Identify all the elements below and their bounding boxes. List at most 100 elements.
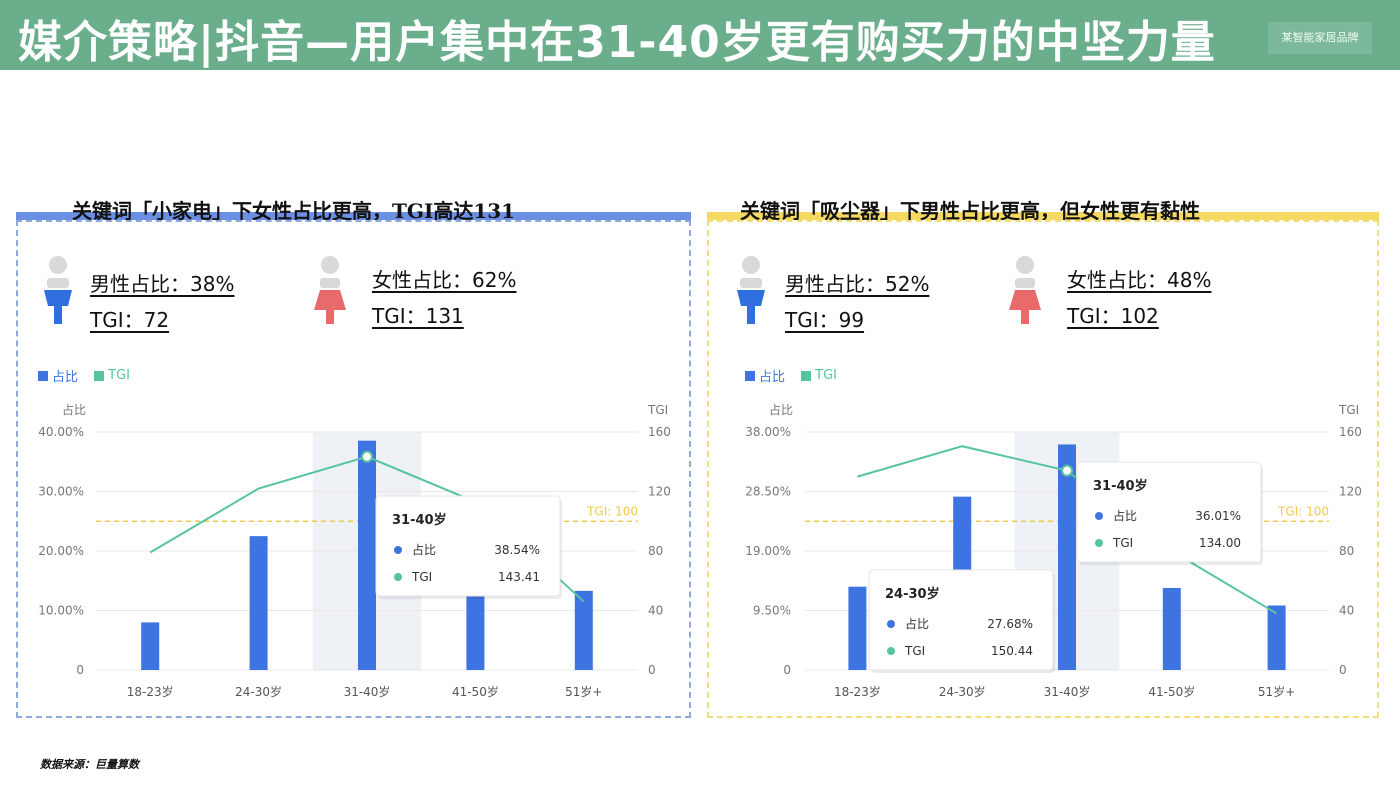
tooltip-dot: [394, 573, 402, 581]
reference-label: TGI: 100: [1277, 504, 1329, 518]
bar: [249, 536, 268, 670]
female-ratio: 女性占比：62%: [372, 268, 517, 292]
panel-right-title: 关键词「吸尘器」下男性占比更高，但女性更有黏性: [740, 199, 1200, 223]
y2-tick-label: 160: [1339, 425, 1362, 439]
tooltip-row-value: 143.41: [498, 570, 540, 584]
male-ratio: 男性占比：38%: [90, 272, 235, 296]
tooltip-row-label: 占比: [905, 616, 929, 631]
legend-share-label: 占比: [52, 370, 79, 385]
y2-tick-label: 40: [1339, 604, 1354, 618]
x-tick-label: 31-40岁: [1044, 684, 1091, 699]
x-tick-label: 18-23岁: [127, 684, 174, 699]
y2-tick-label: 0: [1339, 663, 1347, 677]
y-tick-label: 40.00%: [38, 425, 84, 439]
tgi-point: [361, 450, 373, 463]
tooltip-row-value: 38.54%: [494, 543, 540, 557]
legend-share-swatch: [38, 370, 48, 381]
chart-left: 0 10.00% 20.00% 30.00% 40.00% 0 40 80 120 160 占比 TG…: [38, 402, 671, 699]
y-tick-label: 9.50%: [753, 604, 791, 618]
y-tick-label: 38.00%: [745, 425, 791, 439]
x-tick-label: 41-50岁: [452, 684, 499, 699]
male-tgi: TGI：99: [785, 308, 865, 332]
tooltip-row-label: 占比: [1113, 508, 1137, 523]
panel-left-title: 关键词「小家电」下女性占比更高，TGI高达131: [72, 199, 516, 223]
tooltip-row-value: 36.01%: [1195, 509, 1241, 523]
panel-left: 男性占比：38% TGI：72 女性占比：62% TGI：131 占比 TGI …: [16, 220, 691, 718]
y2-tick-label: 80: [1339, 544, 1354, 558]
bar: [141, 622, 160, 670]
brand-label: 某智能家居品牌: [1268, 22, 1372, 54]
y2-tick-label: 80: [648, 544, 663, 558]
bar: [848, 586, 867, 670]
y2-axis-label: TGI: [647, 403, 668, 417]
data-source: 数据来源：巨量算数: [40, 758, 139, 771]
y-tick-label: 0: [76, 663, 84, 677]
y2-tick-label: 0: [648, 663, 656, 677]
y-tick-label: 10.00%: [38, 604, 84, 618]
female-tgi: TGI：131: [372, 304, 464, 328]
bar: [1058, 444, 1076, 670]
legend-tgi-label: TGI: [815, 368, 838, 383]
x-tick-label: 31-40岁: [344, 684, 391, 699]
x-tick-label: 24-30岁: [235, 684, 282, 699]
legend-share-swatch: [745, 370, 755, 381]
tgi-point: [1061, 464, 1073, 477]
y-tick-label: 19.00%: [745, 544, 791, 558]
bar: [1162, 587, 1181, 670]
female-tgi: TGI：102: [1067, 304, 1159, 328]
reference-label: TGI: 100: [586, 504, 638, 518]
tooltip-dot: [1095, 539, 1103, 547]
bar: [1267, 605, 1286, 670]
header-banner: 媒介策略|抖音—用户集中在31-40岁更有购买力的中坚力量 某智能家居品牌: [0, 0, 1400, 70]
tooltip-dot: [887, 647, 895, 655]
tooltip-title: 31-40岁: [1093, 478, 1148, 494]
chart-right: 0 9.50% 19.00% 28.50% 38.00% 0 40 80 120 160 占比 TGI…: [745, 402, 1362, 699]
tooltip-row-label: 占比: [412, 542, 436, 557]
y2-tick-label: 120: [648, 485, 671, 499]
y2-tick-label: 120: [1339, 485, 1362, 499]
female-person-icon: [314, 256, 346, 324]
female-ratio: 女性占比：48%: [1067, 268, 1212, 292]
legend-tgi-label: TGI: [108, 368, 131, 383]
legend-tgi-swatch: [94, 370, 105, 381]
y-tick-label: 0: [783, 663, 791, 677]
tooltip-row-label: TGI: [1112, 536, 1133, 550]
y-tick-label: 28.50%: [745, 485, 791, 499]
y-axis-label: 占比: [769, 402, 793, 417]
male-ratio: 男性占比：52%: [785, 272, 930, 296]
y2-tick-label: 160: [648, 425, 671, 439]
tooltip-title: 31-40岁: [392, 512, 447, 528]
male-person-icon: [737, 256, 765, 324]
chart-legend: 占比 TGI: [38, 366, 142, 385]
x-tick-label: 24-30岁: [939, 684, 986, 699]
male-tgi: TGI：72: [90, 308, 170, 332]
tooltip-row-value: 27.68%: [987, 617, 1033, 631]
x-tick-label: 51岁+: [565, 684, 602, 699]
y-axis-label: 占比: [62, 402, 86, 417]
female-person-icon: [1009, 256, 1041, 324]
x-tick-label: 41-50岁: [1148, 684, 1195, 699]
y-tick-label: 30.00%: [38, 485, 84, 499]
tooltip-row-label: TGI: [411, 570, 432, 584]
legend-share-label: 占比: [759, 370, 786, 385]
tooltip-title: 24-30岁: [885, 586, 940, 602]
legend-tgi-swatch: [801, 370, 812, 381]
x-tick-label: 51岁+: [1258, 684, 1295, 699]
y2-axis-label: TGI: [1338, 403, 1359, 417]
bar: [574, 590, 593, 670]
x-tick-label: 18-23岁: [834, 684, 881, 699]
tooltip-box: [868, 569, 1054, 671]
tooltip-box: [1076, 461, 1262, 563]
tooltip-box: [375, 495, 561, 597]
panel-right-accent-bar: [707, 212, 1379, 220]
tooltip-row-value: 134.00: [1199, 536, 1241, 550]
panel-right: 男性占比：52% TGI：99 女性占比：48% TGI：102 占比 TGI …: [707, 220, 1379, 718]
tooltip-row-value: 150.44: [991, 644, 1033, 658]
y-tick-label: 20.00%: [38, 544, 84, 558]
male-person-icon: [44, 256, 72, 324]
bar: [358, 440, 376, 670]
tooltip-dot: [1095, 512, 1103, 520]
y2-tick-label: 40: [648, 604, 663, 618]
tooltip-row-label: TGI: [904, 644, 925, 658]
page-title: 媒介策略|抖音—用户集中在31-40岁更有购买力的中坚力量: [18, 17, 1216, 68]
